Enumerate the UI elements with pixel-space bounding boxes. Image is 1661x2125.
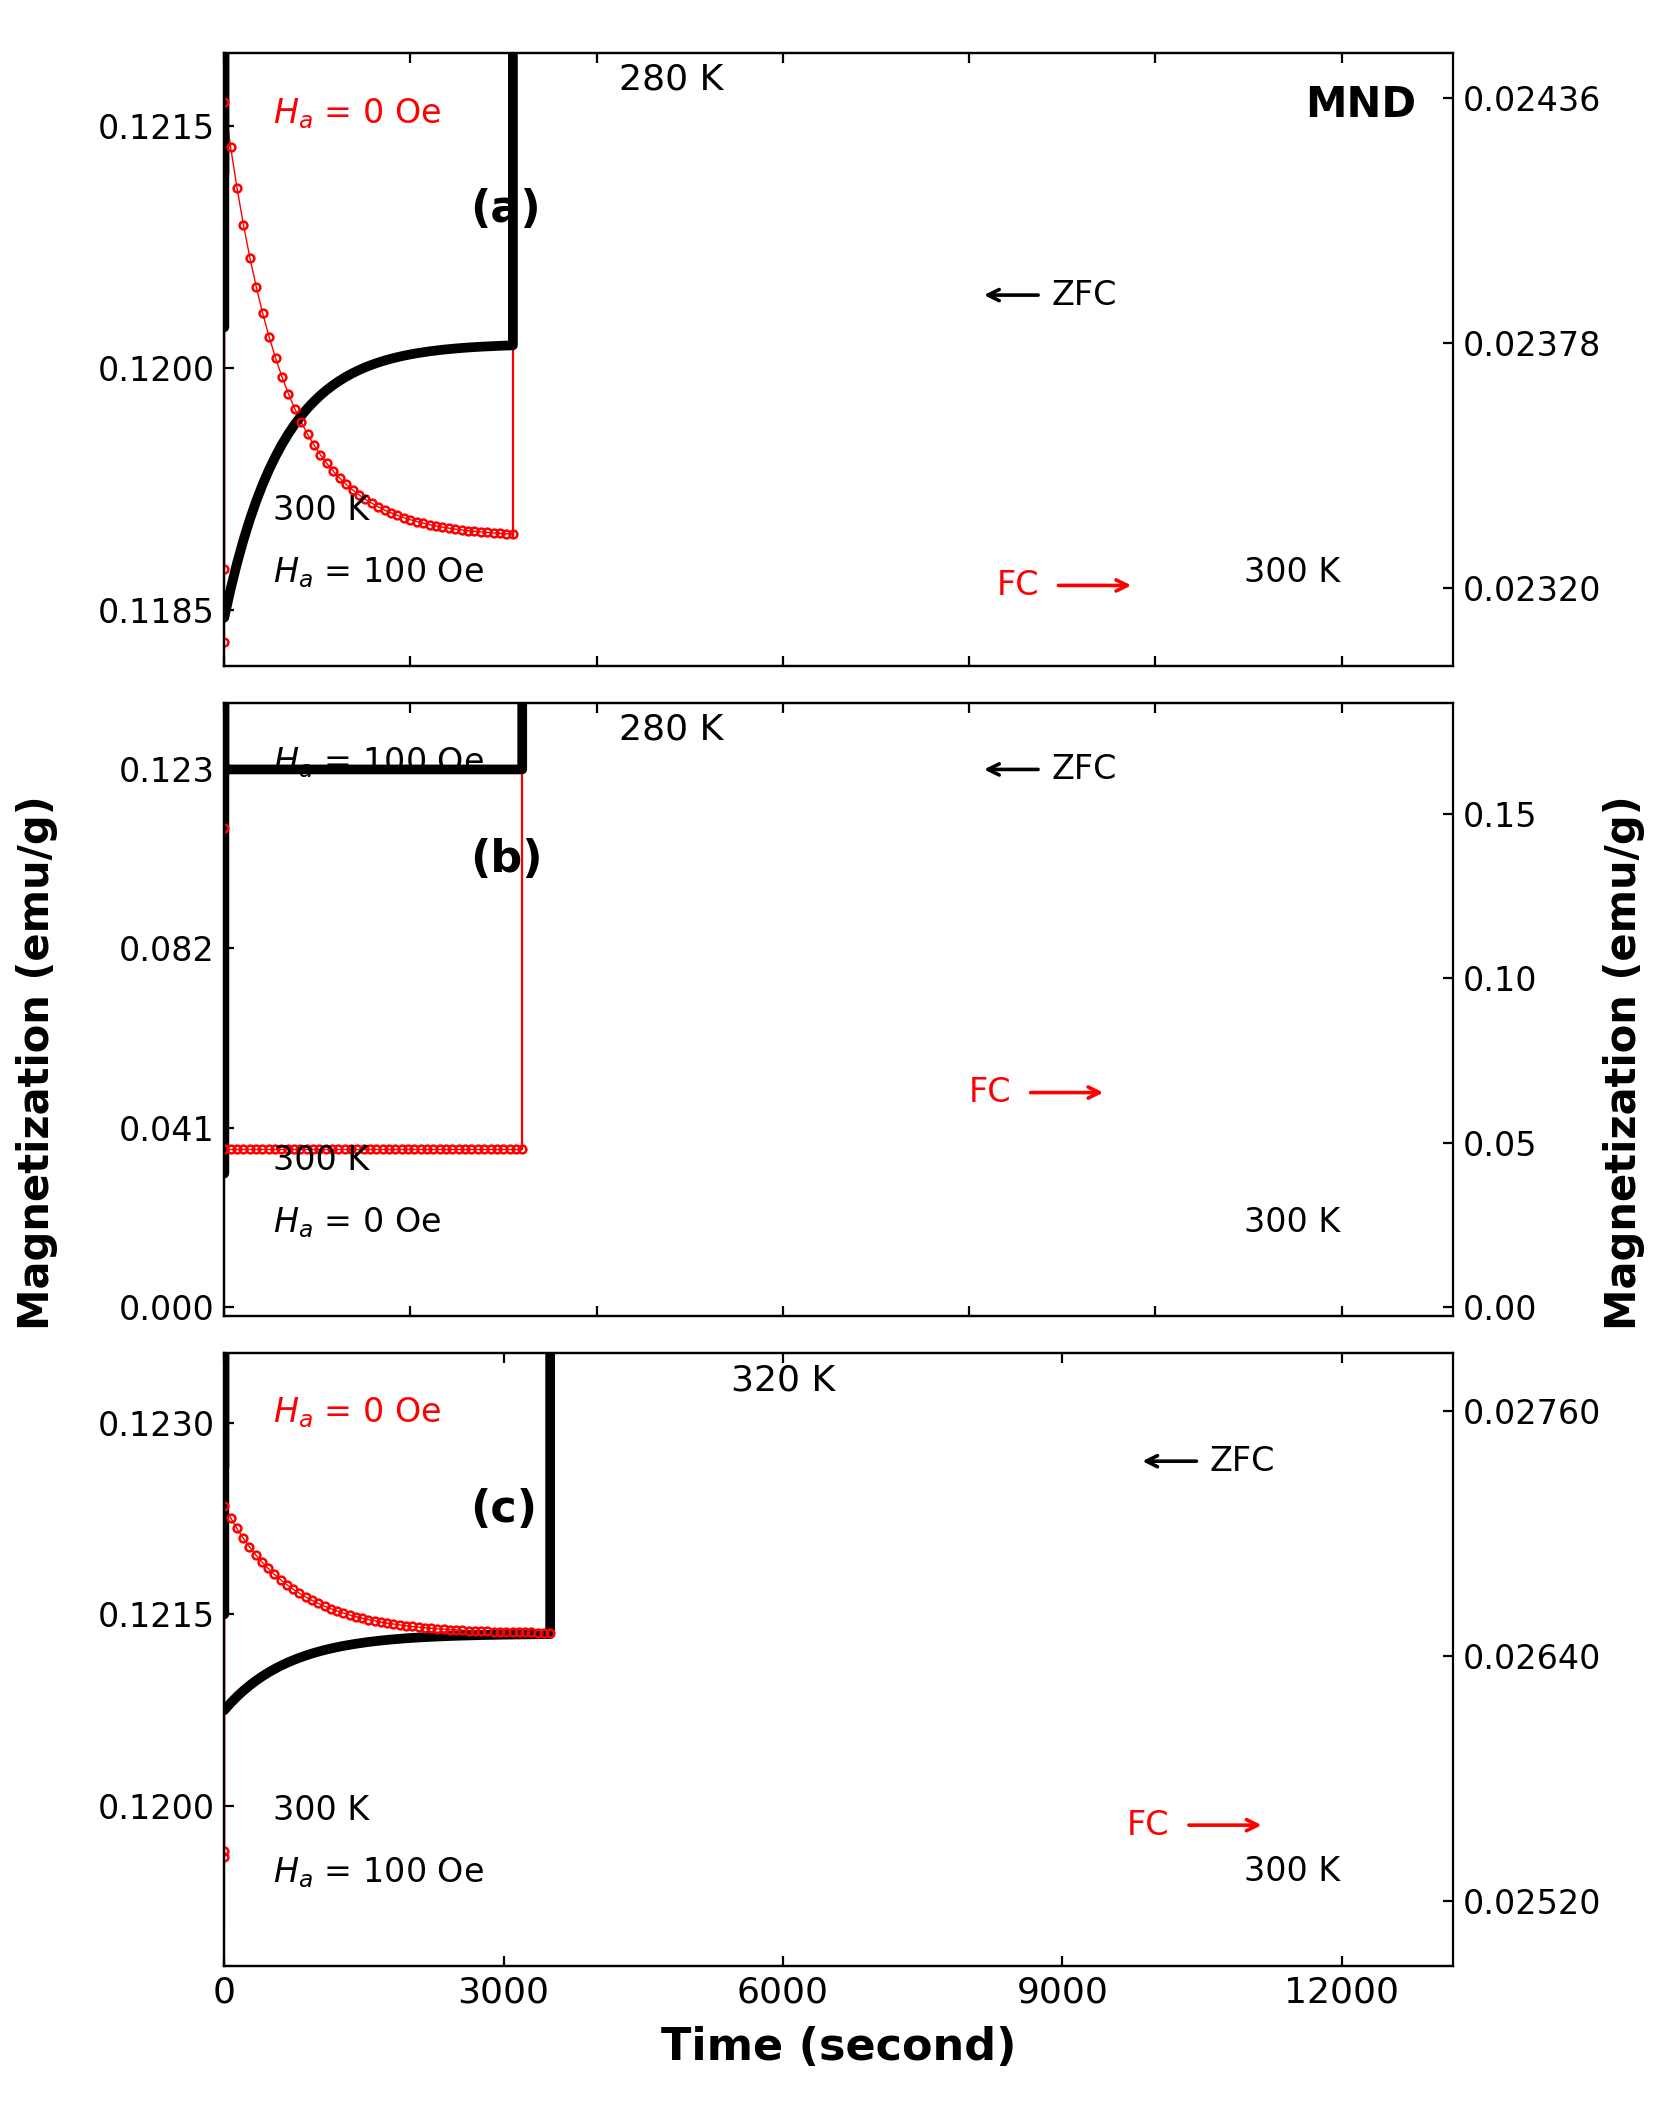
Text: (a): (a): [470, 187, 541, 232]
Text: 300 K: 300 K: [274, 495, 370, 527]
Text: (c): (c): [470, 1488, 537, 1530]
Text: $H_a$ = 0 Oe: $H_a$ = 0 Oe: [274, 96, 442, 132]
Text: Magnetization (emu/g): Magnetization (emu/g): [15, 795, 58, 1330]
Text: FC: FC: [1126, 1808, 1169, 1842]
X-axis label: Time (second): Time (second): [661, 2025, 1017, 2070]
Text: $H_a$ = 100 Oe: $H_a$ = 100 Oe: [274, 557, 485, 591]
Text: ZFC: ZFC: [1051, 752, 1116, 786]
Text: $H_a$ = 0 Oe: $H_a$ = 0 Oe: [274, 1205, 442, 1241]
Text: FC: FC: [997, 570, 1040, 601]
Text: ZFC: ZFC: [1051, 278, 1116, 312]
Text: $H_a$ = 0 Oe: $H_a$ = 0 Oe: [274, 1396, 442, 1430]
Text: 300 K: 300 K: [274, 1794, 370, 1828]
Text: 300 K: 300 K: [1244, 1205, 1340, 1239]
Text: 300 K: 300 K: [1244, 557, 1340, 589]
Text: $H_a$ = 100 Oe: $H_a$ = 100 Oe: [274, 746, 485, 780]
Text: $H_a$ = 100 Oe: $H_a$ = 100 Oe: [274, 1855, 485, 1889]
Text: 320 K: 320 K: [731, 1364, 835, 1398]
Text: FC: FC: [968, 1075, 1012, 1109]
Text: 280 K: 280 K: [620, 62, 724, 96]
Text: (b): (b): [470, 837, 543, 880]
Text: ZFC: ZFC: [1209, 1445, 1274, 1477]
Text: MND: MND: [1306, 83, 1417, 125]
Text: 300 K: 300 K: [274, 1143, 370, 1177]
Text: 280 K: 280 K: [620, 712, 724, 746]
Text: Magnetization (emu/g): Magnetization (emu/g): [1603, 795, 1646, 1330]
Text: 300 K: 300 K: [1244, 1855, 1340, 1889]
